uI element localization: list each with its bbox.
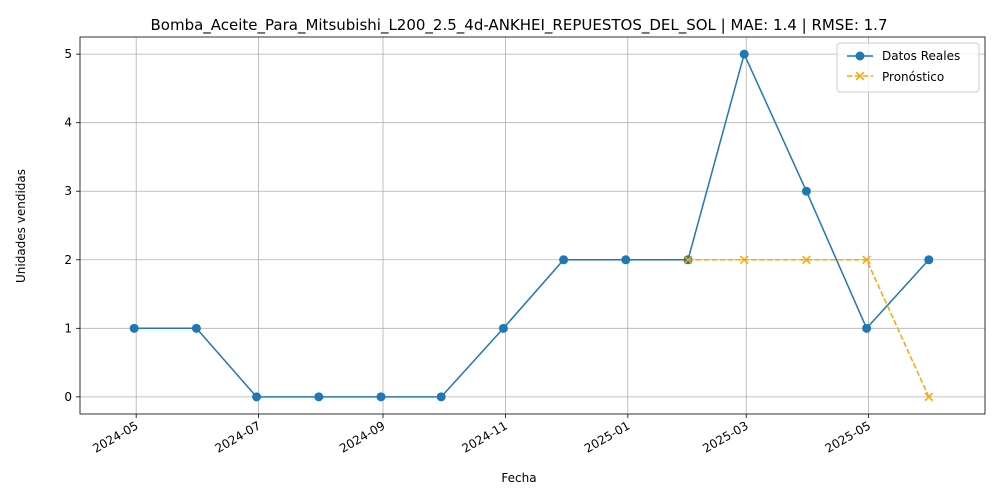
series-1 (683, 255, 934, 402)
legend-marker (855, 51, 865, 61)
x-tick-label: 2024-07 (213, 418, 263, 455)
legend-marker (855, 71, 865, 81)
series-line (134, 53, 930, 398)
data-point (621, 255, 631, 265)
data-point (801, 186, 811, 196)
x-tick-label: 2025-01 (582, 418, 632, 455)
x-marker-stroke (683, 255, 693, 265)
chart-title: Bomba_Aceite_Para_Mitsubishi_L200_2.5_4d… (150, 16, 887, 35)
plot-area-frame (79, 36, 986, 415)
data-point (802, 255, 811, 265)
legend-label-datos-reales: Datos Reales (882, 49, 960, 63)
data-point (191, 323, 201, 333)
axes: 2024-05 2024-07 2024-09 2024-11 2025-01 2025-… (64, 47, 873, 456)
x-marker-stroke (855, 71, 865, 81)
y-tick-label: 4 (64, 116, 72, 130)
data-point (498, 323, 508, 333)
x-marker-stroke (924, 392, 934, 402)
data-point (862, 323, 872, 333)
y-tick-label: 5 (64, 47, 72, 61)
data-point (862, 255, 871, 265)
grid (80, 37, 985, 414)
legend: Datos Reales Pronóstico (836, 42, 980, 93)
x-axis-label: Fecha (501, 471, 536, 485)
y-axis-label: Unidades vendidas (14, 169, 28, 283)
legend-label-pronostico: Pronóstico (882, 70, 944, 84)
y-tick-label: 0 (64, 390, 72, 404)
x-tick-label: 2024-05 (90, 418, 140, 455)
series-0 (129, 49, 934, 402)
x-marker-stroke (802, 255, 811, 265)
x-tick-label: 2024-09 (337, 418, 387, 455)
y-tick-label: 1 (64, 321, 72, 335)
data-point (252, 392, 262, 402)
x-marker-stroke (739, 255, 749, 265)
legend-symbol-pronostico (847, 71, 873, 81)
x-marker-stroke (862, 255, 871, 265)
series-layer (129, 49, 934, 402)
x-tick-label: 2024-11 (459, 418, 509, 455)
x-tick-label: 2025-03 (700, 418, 750, 455)
data-point (436, 392, 446, 402)
data-point (739, 255, 749, 265)
data-point (924, 255, 934, 265)
data-point (314, 392, 324, 402)
legend-symbol-datos-reales (847, 51, 873, 61)
data-point (739, 49, 749, 59)
data-point (924, 392, 934, 402)
x-tick-label: 2025-05 (823, 418, 873, 455)
data-point (376, 392, 386, 402)
data-point (683, 255, 693, 265)
y-tick-label: 2 (64, 253, 72, 267)
y-tick-label: 3 (64, 184, 72, 198)
data-point (559, 255, 569, 265)
data-point (129, 323, 139, 333)
